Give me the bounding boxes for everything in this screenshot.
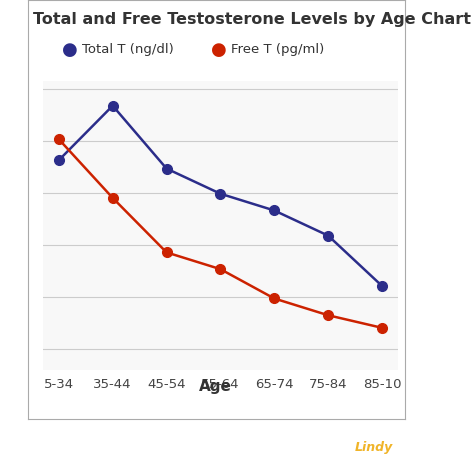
- Text: Total and Free Testosterone Levels by Age Chart: Total and Free Testosterone Levels by Ag…: [33, 12, 471, 27]
- Text: ●: ●: [211, 41, 227, 59]
- Text: Age: Age: [199, 379, 232, 394]
- Text: Lindy: Lindy: [355, 441, 393, 455]
- Text: Total T (ng/dl): Total T (ng/dl): [82, 43, 173, 56]
- Text: ●: ●: [62, 41, 77, 59]
- Text: Health: Health: [393, 441, 440, 455]
- Text: Free T (pg/ml): Free T (pg/ml): [231, 43, 324, 56]
